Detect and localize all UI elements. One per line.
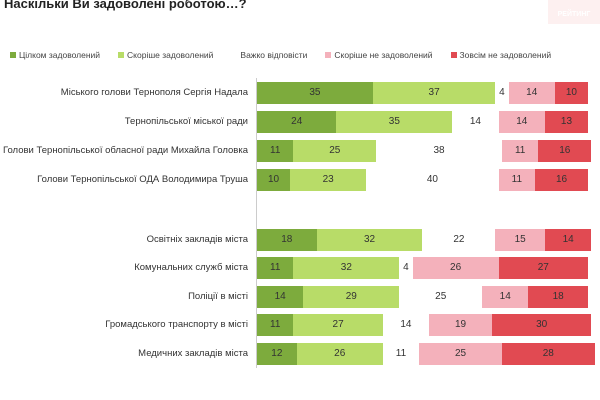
legend-label: Важко відповісти bbox=[240, 50, 308, 60]
bar-segment: 35 bbox=[336, 111, 453, 133]
legend-item: Важко відповісти bbox=[231, 50, 307, 60]
legend-swatch bbox=[10, 52, 16, 58]
bar-segment: 28 bbox=[501, 343, 595, 365]
bar-row: Освітніх закладів міста 18 32 22 15 14 bbox=[0, 229, 600, 251]
bar-row: Комунальних служб міста 11 32 4 26 27 bbox=[0, 257, 600, 279]
bar-segment: 18 bbox=[528, 286, 588, 308]
legend-label: Скоріше задоволений bbox=[127, 50, 214, 60]
bar-segment: 11 bbox=[257, 257, 294, 279]
row-label: Медичних закладів міста bbox=[138, 348, 248, 359]
bar-segment: 14 bbox=[382, 314, 430, 336]
bar-segment: 4 bbox=[399, 257, 413, 279]
bar-segment: 37 bbox=[372, 82, 496, 104]
bar-segment: 38 bbox=[376, 140, 502, 162]
legend-item: Зовсім не задоволений bbox=[450, 50, 552, 60]
bar-row: Голови Тернопільської обласної ради Миха… bbox=[0, 140, 600, 162]
bar-segment: 14 bbox=[452, 111, 499, 133]
bar-segment: 14 bbox=[482, 286, 529, 308]
bar-segment: 14 bbox=[508, 82, 555, 104]
bar-segment: 16 bbox=[535, 169, 588, 191]
bar-row: Медичних закладів міста 12 26 11 25 28 bbox=[0, 343, 600, 365]
bar-segment: 22 bbox=[422, 229, 496, 251]
bar-row: Тернопільської міської ради 24 35 14 14 13 bbox=[0, 111, 600, 133]
bar-segment: 12 bbox=[257, 343, 297, 365]
bar-segment: 25 bbox=[293, 140, 377, 162]
bar-segment: 14 bbox=[544, 229, 592, 251]
bar-segment: 23 bbox=[290, 169, 367, 191]
legend-item: Скоріше не задоволений bbox=[325, 50, 433, 60]
bar-segment: 11 bbox=[257, 314, 294, 336]
bar-segment: 11 bbox=[498, 169, 536, 191]
legend-item: Цілком задоволений bbox=[10, 50, 100, 60]
row-label: Голови Тернопільської ОДА Володимира Тру… bbox=[37, 174, 248, 185]
bar-row: Міського голови Тернополя Сергія Надала 3… bbox=[0, 82, 600, 104]
bar-segment: 26 bbox=[412, 257, 499, 279]
bar-segment: 24 bbox=[257, 111, 337, 133]
rating-logo: РЕЙТИНГ bbox=[548, 0, 600, 24]
bar-segment: 10 bbox=[554, 82, 588, 104]
bar-segment: 25 bbox=[399, 286, 483, 308]
legend: Цілком задоволений Скоріше задоволений Важ… bbox=[10, 50, 569, 60]
bar-segment: 11 bbox=[382, 343, 420, 365]
chart-title: Наскільки Ви задоволені роботою…? bbox=[4, 0, 247, 11]
axis-line bbox=[256, 78, 257, 368]
bar-segment: 19 bbox=[429, 314, 492, 336]
bar-row: Громадського транспорту в місті 11 27 14 19 3… bbox=[0, 314, 600, 336]
bar-segment: 14 bbox=[257, 286, 304, 308]
legend-item: Скоріше задоволений bbox=[118, 50, 213, 60]
bar-segment: 11 bbox=[501, 140, 539, 162]
row-label: Громадського транспорту в місті bbox=[105, 319, 248, 330]
legend-label: Зовсім не задоволений bbox=[459, 50, 552, 60]
bar-row: Поліції в місті 14 29 25 14 18 bbox=[0, 286, 600, 308]
bar-segment: 14 bbox=[498, 111, 545, 133]
bar-segment: 15 bbox=[495, 229, 545, 251]
bar-segment: 26 bbox=[296, 343, 383, 365]
bar-segment: 32 bbox=[293, 257, 400, 279]
bar-segment: 18 bbox=[257, 229, 317, 251]
bar-segment: 32 bbox=[316, 229, 423, 251]
bar-segment: 16 bbox=[538, 140, 592, 162]
bar-segment: 40 bbox=[366, 169, 499, 191]
row-label: Тернопільської міської ради bbox=[124, 116, 248, 127]
legend-swatch bbox=[450, 52, 457, 58]
legend-label: Скоріше не задоволений bbox=[334, 50, 433, 60]
bar-segment: 11 bbox=[257, 140, 294, 162]
legend-label: Цілком задоволений bbox=[19, 50, 101, 60]
legend-swatch bbox=[325, 52, 332, 58]
row-label: Комунальних служб міста bbox=[134, 262, 248, 273]
bar-segment: 29 bbox=[303, 286, 400, 308]
bar-segment: 13 bbox=[544, 111, 588, 133]
bar-segment: 27 bbox=[293, 314, 383, 336]
row-label: Міського голови Тернополя Сергія Надала bbox=[60, 87, 248, 98]
bar-segment: 10 bbox=[257, 169, 291, 191]
bar-row: Голови Тернопільської ОДА Володимира Тру… bbox=[0, 169, 600, 191]
row-label: Голови Тернопільської обласної ради Миха… bbox=[2, 145, 248, 156]
row-label: Освітніх закладів міста bbox=[146, 234, 248, 245]
bar-segment: 27 bbox=[498, 257, 588, 279]
legend-swatch bbox=[231, 52, 238, 58]
bar-segment: 4 bbox=[495, 82, 509, 104]
bar-segment: 30 bbox=[492, 314, 592, 336]
bar-segment: 25 bbox=[419, 343, 502, 365]
row-label: Поліції в місті bbox=[188, 291, 248, 302]
legend-swatch bbox=[118, 52, 125, 58]
bar-segment: 35 bbox=[257, 82, 373, 104]
